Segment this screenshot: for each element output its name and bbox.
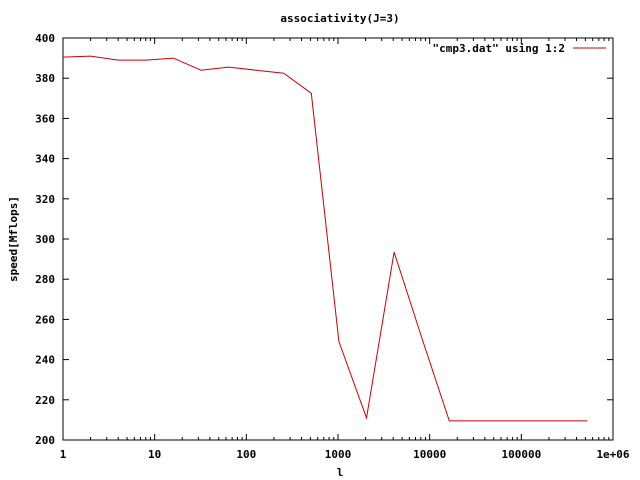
x-tick-label: 10000 — [413, 448, 446, 461]
series-group — [62, 55, 588, 422]
y-tick-label: 320 — [35, 193, 55, 206]
plot-frame — [62, 37, 614, 441]
y-tick-label: 380 — [35, 72, 55, 85]
x-tick-label: 1e+06 — [596, 448, 629, 461]
y-axis: 200 220 240 260 280 300 320 340 360 380 400 — [35, 32, 613, 447]
series-line — [62, 55, 588, 422]
y-tick-label: 240 — [35, 354, 55, 367]
y-tick-label: 260 — [35, 313, 55, 326]
y-tick-label: 200 — [35, 434, 55, 447]
y-tick-label: 220 — [35, 394, 55, 407]
x-tick-label: 100000 — [501, 448, 541, 461]
x-tick-label: 1000 — [325, 448, 352, 461]
x-tick-label: 100 — [236, 448, 256, 461]
x-tick-label: 1 — [60, 448, 67, 461]
y-tick-label: 400 — [35, 32, 55, 45]
y-axis-label: speed[Mflops] — [7, 196, 20, 282]
x-axis: 1 10 100 1000 10000 100000 1e+06 — [60, 38, 630, 461]
y-tick-label: 340 — [35, 153, 55, 166]
y-tick-label: 280 — [35, 273, 55, 286]
y-tick-label: 360 — [35, 112, 55, 125]
x-tick-label: 10 — [148, 448, 161, 461]
y-tick-label: 300 — [35, 233, 55, 246]
chart-title: associativity(J=3) — [280, 12, 399, 25]
x-axis-label: l — [337, 466, 344, 479]
legend: "cmp3.dat" using 1:2 — [433, 42, 606, 55]
legend-label: "cmp3.dat" using 1:2 — [433, 42, 565, 55]
